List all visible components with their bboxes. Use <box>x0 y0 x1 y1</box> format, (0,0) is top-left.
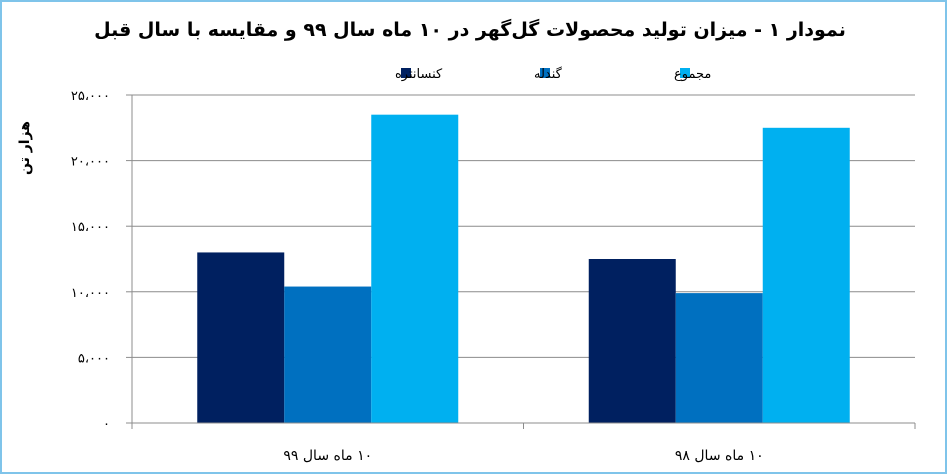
bar <box>371 114 459 424</box>
category-label: ۱۰ ماه سال ۹۹ <box>283 448 372 464</box>
y-tick-label: ۱۵،۰۰۰ <box>71 220 110 235</box>
x-axis <box>131 95 916 429</box>
y-axis-ticks: ۰ ۵،۰۰۰ ۱۰،۰۰۰ ۱۵،۰۰۰ ۲۰،۰۰۰ ۲۵،۰۰۰ <box>71 89 110 432</box>
y-tick-label: ۲۵،۰۰۰ <box>71 89 110 104</box>
bars <box>197 114 850 424</box>
y-tick-label: ۱۰،۰۰۰ <box>71 286 110 301</box>
bar <box>675 293 763 423</box>
legend-label: کنسانتره <box>395 67 443 82</box>
chart-title: نمودار ۱ - میزان تولید محصولات گل‌گهر در… <box>94 18 846 41</box>
bar <box>588 259 676 423</box>
legend-swatch <box>401 68 411 78</box>
legend-swatch <box>680 68 690 78</box>
legend-label: گندله <box>534 66 563 82</box>
bar <box>284 286 372 423</box>
bar <box>762 127 850 424</box>
category-label: ۱۰ ماه سال ۹۸ <box>675 448 764 464</box>
category-labels: ۱۰ ماه سال ۹۹ ۱۰ ماه سال ۹۸ <box>283 448 763 464</box>
y-tick-label: ۲۰،۰۰۰ <box>71 155 110 170</box>
y-axis-label: هزار تن <box>17 121 33 175</box>
bar <box>197 252 285 423</box>
legend: کنسانتره گندله مجموع <box>395 66 711 82</box>
legend-label: مجموع <box>674 67 711 82</box>
y-tick-label: ۵،۰۰۰ <box>78 351 110 366</box>
legend-swatch <box>540 68 550 78</box>
y-tick-label: ۰ <box>103 417 110 432</box>
